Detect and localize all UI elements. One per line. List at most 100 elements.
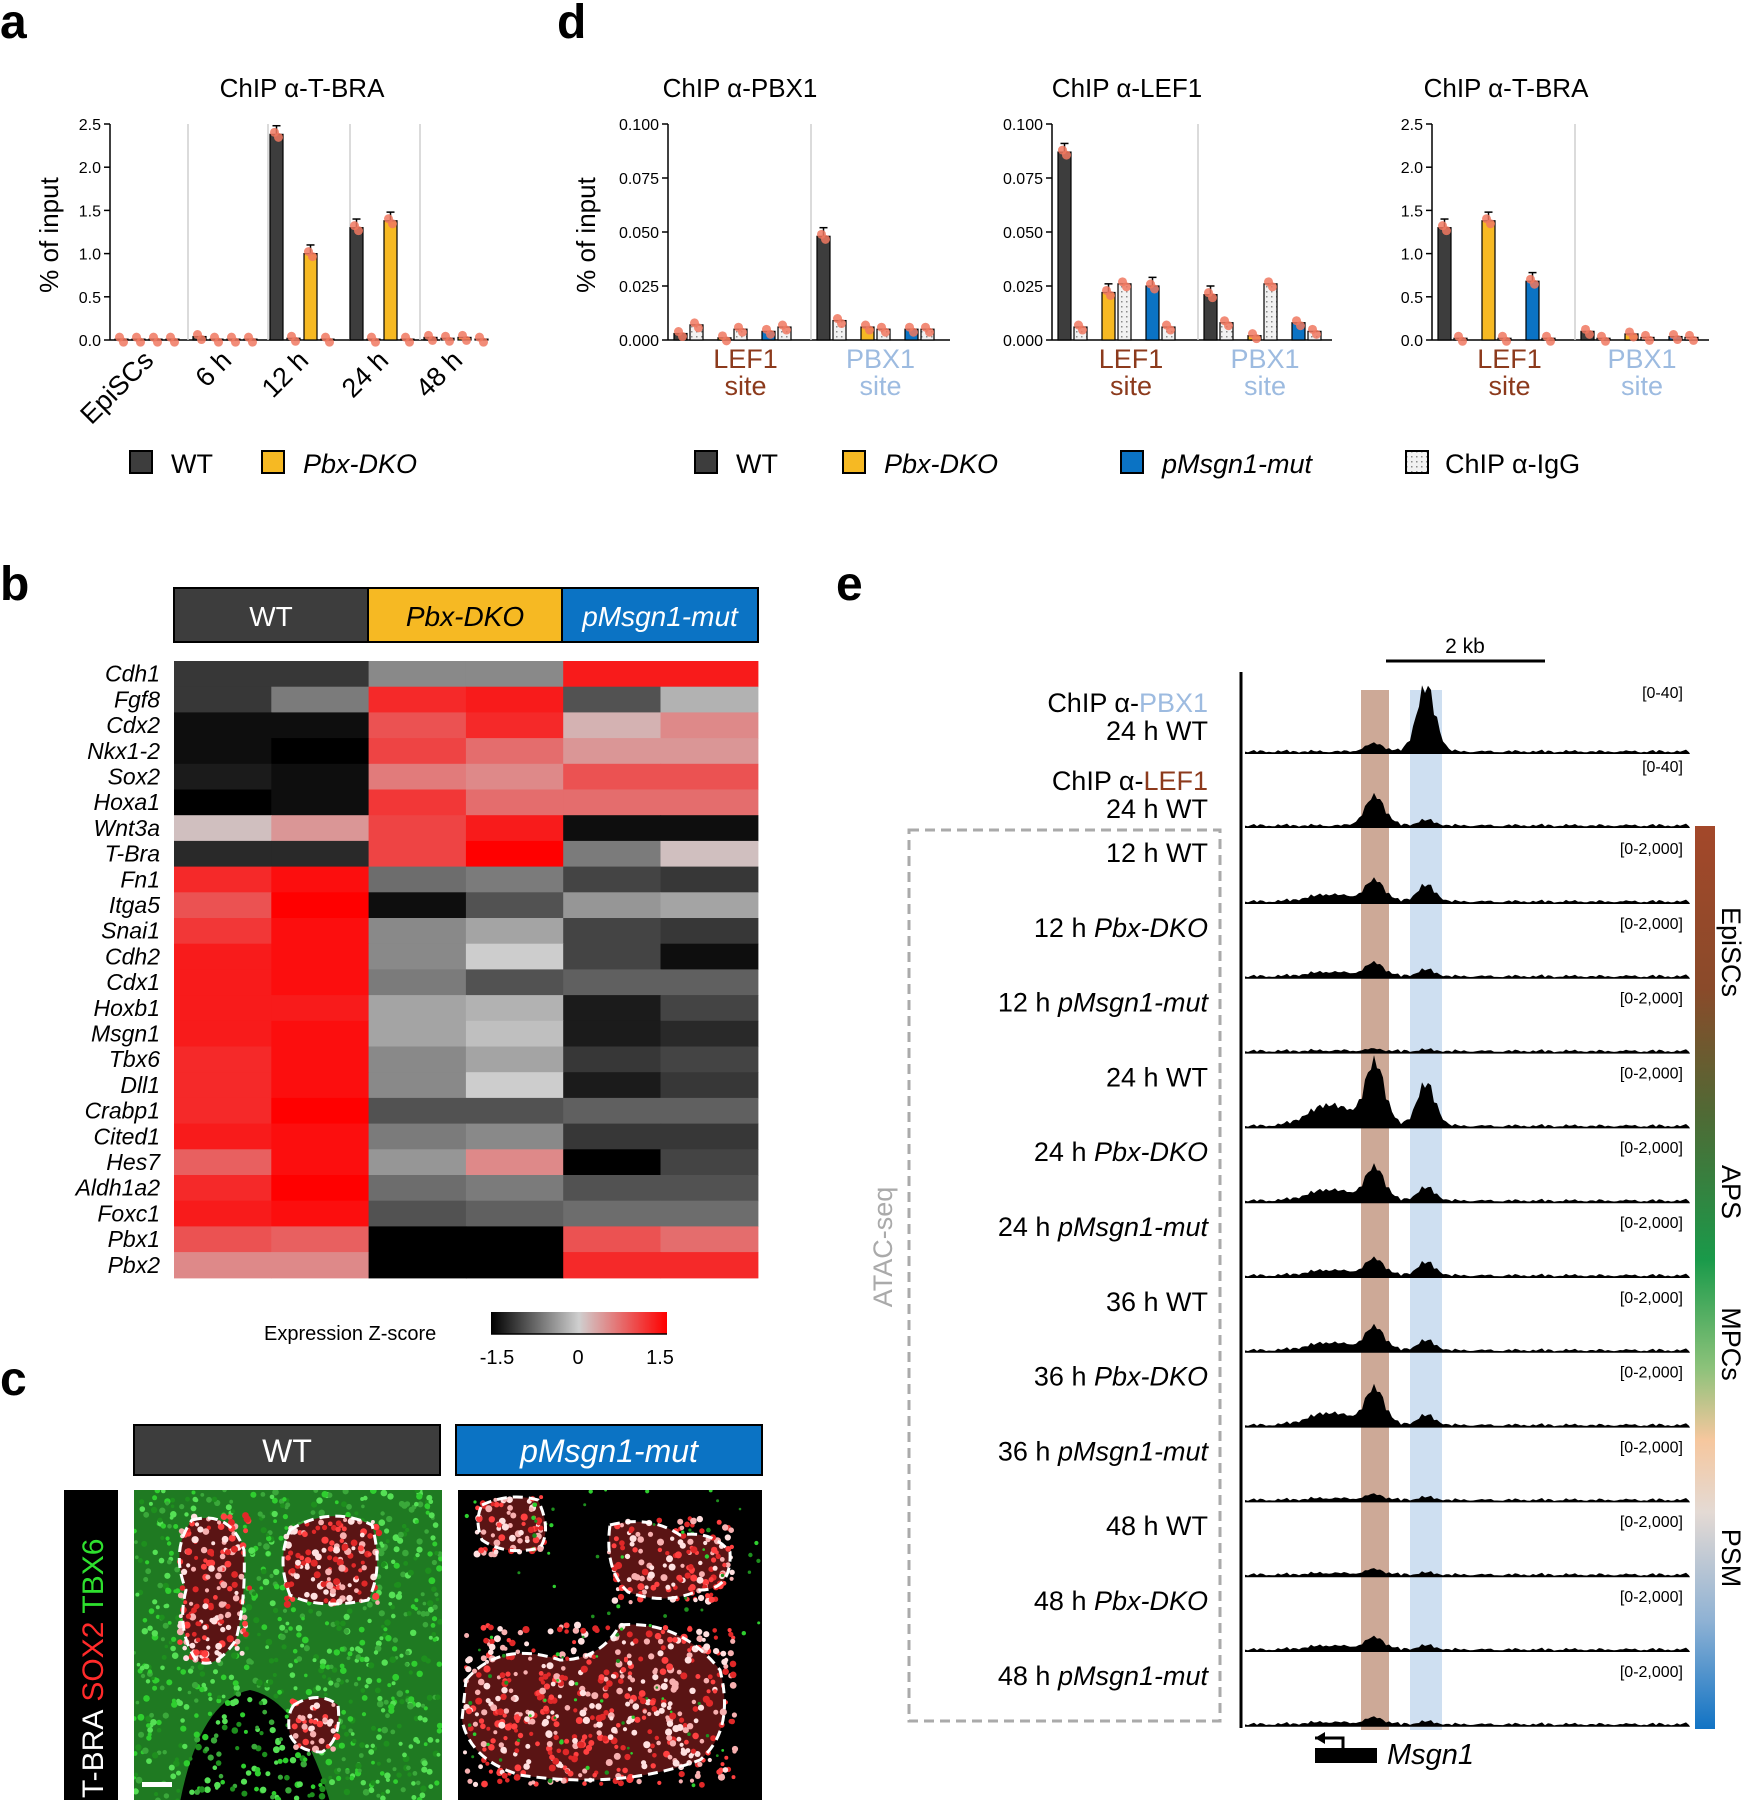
- sox2-cell: [472, 1721, 478, 1727]
- sox2-cell: [185, 1632, 190, 1638]
- sox2-cell: [622, 1767, 628, 1774]
- sox2-cell: [626, 1631, 633, 1638]
- sox2-cell: [547, 1628, 554, 1635]
- heatmap-cell: [271, 1252, 370, 1279]
- sox2-cell: [564, 1738, 570, 1744]
- sox2-cell: [488, 1643, 496, 1651]
- sox2-cell: [304, 1591, 310, 1598]
- sox2-cell: [185, 1613, 191, 1619]
- tbx6-cell: [257, 1632, 261, 1637]
- sox2-cell: [325, 1568, 332, 1576]
- tbx6-cell: [428, 1577, 436, 1585]
- sox2-cell: [189, 1642, 196, 1649]
- sox2-cell: [671, 1582, 676, 1587]
- heatmap-cell: [660, 1175, 759, 1202]
- sox2-cell: [598, 1674, 605, 1681]
- tbx6-cell: [489, 1635, 494, 1640]
- d2-bar-lef1-0: [1057, 151, 1072, 341]
- tbx6-cell: [391, 1559, 396, 1565]
- tbx6-cell: [289, 1672, 296, 1678]
- tbx6-cell: [134, 1528, 137, 1534]
- d3-site-lef1-label: LEF1: [1477, 344, 1542, 374]
- sox2-cell: [227, 1586, 233, 1592]
- heatmap-cell: [563, 969, 662, 996]
- tbx6-cell: [361, 1695, 368, 1701]
- sox2-cell: [488, 1516, 495, 1523]
- sox2-cell: [472, 1781, 479, 1787]
- tbx6-cell: [176, 1770, 181, 1776]
- tbx6-cell: [183, 1704, 190, 1710]
- tbx6-cell: [277, 1774, 283, 1780]
- tbx6-cell: [150, 1719, 157, 1726]
- sox2-cell: [513, 1774, 521, 1781]
- tbx6-cell: [410, 1629, 417, 1637]
- sox2-cell: [543, 1683, 551, 1690]
- heatmap-cell: [368, 1149, 467, 1176]
- tbx6-cell: [201, 1682, 207, 1688]
- legend-dko-label: Pbx-DKO: [303, 449, 417, 479]
- tbx6-cell: [432, 1522, 439, 1528]
- heatmap-cell: [174, 1123, 272, 1150]
- sox2-cell: [499, 1502, 504, 1508]
- tbx6-cell: [486, 1742, 490, 1747]
- sox2-cell: [689, 1584, 696, 1591]
- tbx6-cell: [251, 1591, 257, 1596]
- tbx6-cell: [393, 1546, 400, 1553]
- tbx6-cell: [365, 1744, 369, 1749]
- sox2-cell: [712, 1628, 717, 1633]
- heatmap-cell: [368, 1020, 467, 1048]
- tbx6-cell: [358, 1753, 364, 1758]
- tbx6-cell: [391, 1696, 395, 1701]
- tbx6-cell: [228, 1674, 235, 1681]
- sox2-cell: [210, 1617, 218, 1625]
- tbx6-cell: [383, 1740, 390, 1747]
- sox2-cell: [722, 1767, 729, 1773]
- sox2-cell: [631, 1729, 638, 1736]
- heatmap-cell: [368, 686, 467, 713]
- sox2-cell: [578, 1773, 583, 1778]
- sox2-cell: [497, 1778, 503, 1785]
- sox2-cell: [529, 1731, 534, 1736]
- sox2-cell: [582, 1768, 588, 1774]
- tbx6-cell: [374, 1687, 381, 1694]
- sox2-cell: [292, 1733, 299, 1739]
- sox2-cell: [615, 1649, 621, 1655]
- sox2-cell: [335, 1526, 341, 1533]
- heatmap-cell: [660, 1200, 759, 1227]
- sox2-cell: [339, 1532, 347, 1540]
- sox2-cell: [625, 1701, 631, 1707]
- c-mut-microscopy: [460, 1490, 761, 1788]
- sox2-cell: [654, 1632, 662, 1640]
- tbx6-cell: [600, 1699, 604, 1703]
- sox2-cell: [205, 1574, 211, 1580]
- sox2-cell: [722, 1524, 729, 1531]
- d1-bar-igg-pbx1-1-point: [881, 327, 890, 337]
- sox2-cell: [629, 1699, 634, 1704]
- tbx6-cell: [285, 1621, 290, 1626]
- sox2-cell: [313, 1702, 321, 1709]
- sox2-cell: [312, 1719, 318, 1725]
- header-mut-label: pMsgn1-mut: [581, 601, 739, 632]
- header-mut-box: [561, 587, 759, 643]
- tbx6-cell: [319, 1785, 326, 1793]
- sox2-cell: [242, 1631, 249, 1638]
- tbx6-cell: [170, 1497, 176, 1503]
- sox2-cell: [224, 1549, 231, 1556]
- heatmap-cell: [660, 1226, 759, 1253]
- a-bar-pbx-dko-igg-point: [170, 337, 179, 347]
- tbx6-cell: [210, 1737, 218, 1744]
- d3-bar-lef1-2-point: [1530, 279, 1539, 289]
- tbx6-cell: [420, 1592, 425, 1597]
- tbx6-cell: [137, 1713, 145, 1721]
- sox2-cell: [553, 1734, 559, 1741]
- tbx6-cell: [408, 1696, 415, 1703]
- sox2-cell: [234, 1590, 239, 1596]
- sox2-cell: [370, 1520, 375, 1524]
- tbx6-cell: [559, 1739, 564, 1743]
- tbx6-cell: [296, 1656, 303, 1662]
- sox2-cell: [217, 1523, 225, 1530]
- tbx6-cell: [254, 1770, 261, 1777]
- tbx6-cell: [573, 1698, 578, 1702]
- sox2-cell: [480, 1655, 487, 1662]
- sox2-cell: [226, 1635, 234, 1643]
